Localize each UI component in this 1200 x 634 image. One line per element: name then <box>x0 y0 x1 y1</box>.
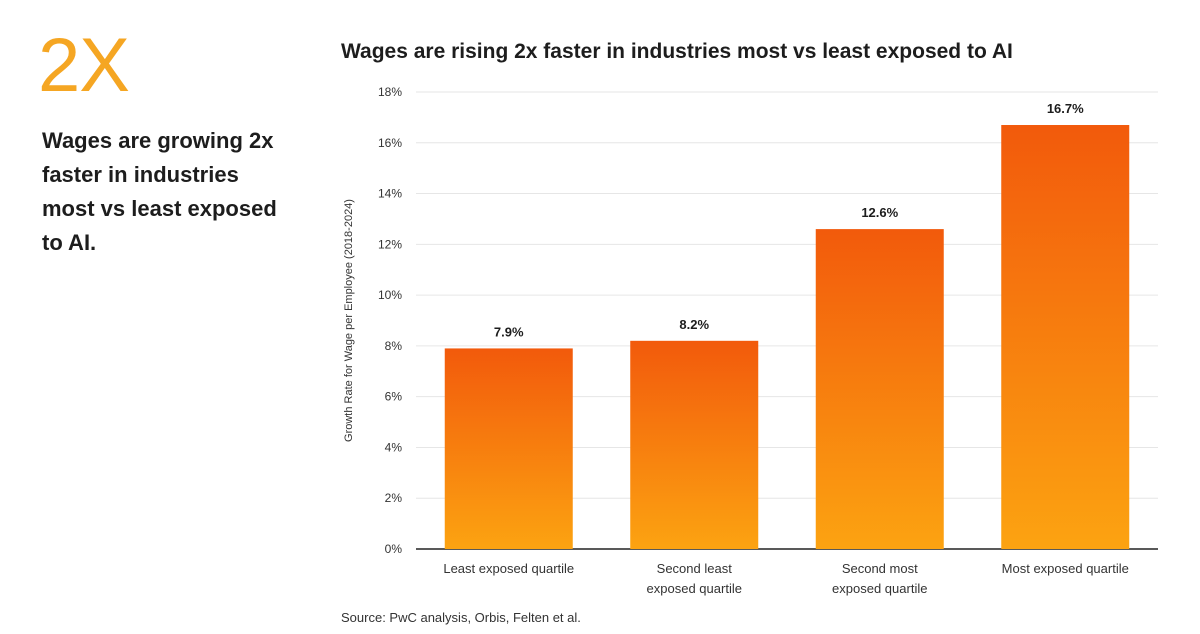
y-tick-label: 16% <box>378 136 402 150</box>
data-label: 12.6% <box>861 205 898 220</box>
x-tick-label-line: exposed quartile <box>832 581 927 596</box>
x-tick-label-line: Second least <box>657 561 733 576</box>
bar <box>444 348 573 549</box>
y-tick-label: 10% <box>378 288 402 302</box>
y-tick-label: 18% <box>378 85 402 99</box>
data-label: 7.9% <box>494 324 524 339</box>
y-tick-label: 6% <box>385 390 403 404</box>
x-tick-label: Least exposed quartile <box>443 561 574 576</box>
x-tick-label: Second most exposed quartile <box>832 561 927 596</box>
y-tick-label: 2% <box>385 491 403 505</box>
chart-source: Source: PwC analysis, Orbis, Felten et a… <box>341 610 581 625</box>
data-label: 8.2% <box>679 317 709 332</box>
x-tick-label: Second least exposed quartile <box>647 561 742 596</box>
bar <box>1001 125 1130 549</box>
y-tick-label: 8% <box>385 339 403 353</box>
y-tick-label: 12% <box>378 237 402 251</box>
x-tick-label: Most exposed quartile <box>1002 561 1129 576</box>
highlight-text: Wages are growing 2x faster in industrie… <box>42 128 277 255</box>
y-axis-label: Growth Rate for Wage per Employee (2018-… <box>343 199 355 442</box>
y-tick-label: 0% <box>385 542 403 556</box>
chart-title: Wages are rising 2x faster in industries… <box>341 40 1013 63</box>
x-tick-label-line: Most exposed quartile <box>1002 561 1129 576</box>
y-tick-label: 14% <box>378 187 402 201</box>
x-tick-label-line: Second most <box>842 561 918 576</box>
x-tick-label-line: Least exposed quartile <box>443 561 574 576</box>
data-label: 16.7% <box>1047 101 1084 116</box>
bar <box>630 340 759 549</box>
x-tick-label-line: exposed quartile <box>647 581 742 596</box>
highlight-stat: 2X <box>38 23 130 108</box>
y-tick-label: 4% <box>385 440 403 454</box>
bar <box>815 229 944 549</box>
